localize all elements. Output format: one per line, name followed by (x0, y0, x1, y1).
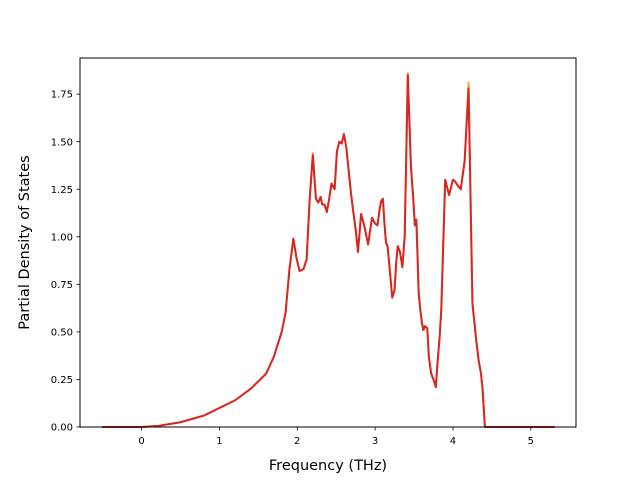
axes-frame (79, 57, 577, 428)
series-layer (101, 72, 556, 428)
y-tick-label: 0.00 (51, 423, 73, 434)
y-tick-label: 0.25 (51, 375, 73, 386)
series-line-1 (101, 74, 556, 428)
y-tick-label: 1.25 (51, 185, 73, 196)
y-axis-label: Partial Density of States (17, 155, 33, 329)
y-tick-label: 1.50 (51, 137, 73, 148)
y-tick-label: 1.00 (51, 232, 73, 243)
y-tick-label: 0.50 (51, 327, 73, 338)
x-tick-label: 4 (450, 436, 456, 447)
x-tick-label: 0 (138, 436, 144, 447)
x-axis-ticks: 0 1 2 3 4 5 (138, 427, 534, 447)
x-tick-label: 3 (372, 436, 378, 447)
plot-area (80, 58, 576, 427)
x-tick-label: 2 (294, 436, 300, 447)
y-axis-ticks: 0.00 0.25 0.50 0.75 1.00 1.25 1.50 1.75 (51, 90, 80, 434)
y-tick-label: 1.75 (51, 90, 73, 101)
x-tick-label: 1 (216, 436, 222, 447)
y-tick-label: 0.75 (51, 280, 73, 291)
x-axis-label: Frequency (THz) (269, 458, 387, 474)
x-tick-label: 5 (528, 436, 534, 447)
